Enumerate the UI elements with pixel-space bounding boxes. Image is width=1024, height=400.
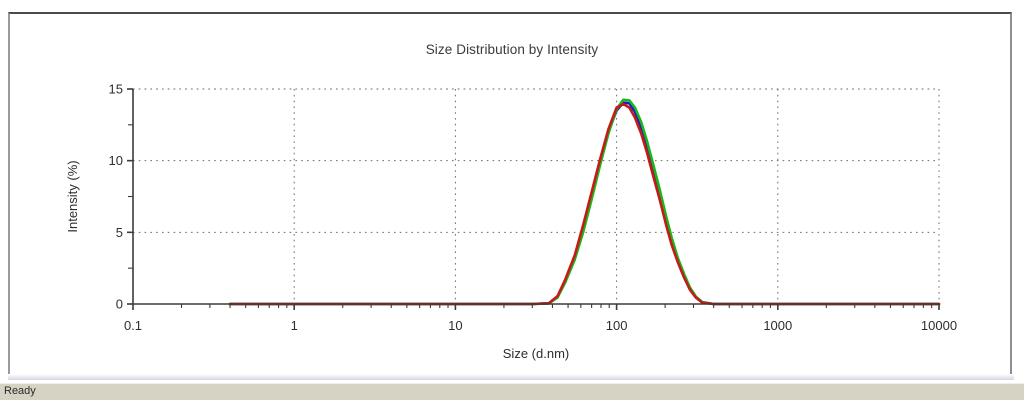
x-tick-label: 1000 [763, 318, 792, 333]
y-tick-label: 5 [116, 225, 123, 240]
status-text: Ready [4, 385, 36, 397]
axis-labels: 0 5 10 15 0.1 1 10 100 1000 10000 Size (d.nm) Inten… [65, 82, 957, 362]
panel-shadow [8, 374, 1014, 380]
y-tick-label: 0 [116, 297, 123, 312]
y-axis-title: Intensity (%) [65, 160, 80, 232]
x-tick-label: 10000 [921, 318, 957, 333]
size-distribution-chart: 0 5 10 15 0.1 1 10 100 1000 10000 Size (d.nm) Inten… [65, 82, 957, 362]
x-tick-label: 10 [448, 318, 462, 333]
chart-title: Size Distribution by Intensity [425, 42, 599, 57]
gridlines [133, 88, 940, 304]
x-tick-label: 100 [606, 318, 628, 333]
y-tick-label: 10 [109, 153, 123, 168]
series-curve [228, 98, 941, 306]
y-tick-label: 15 [109, 82, 123, 97]
status-bar: Ready [0, 383, 1024, 400]
chart-panel: Size Distribution by Intensity 0 5 10 15 0.1… [8, 12, 1012, 376]
series-curve [228, 102, 941, 306]
series-curve [228, 101, 941, 306]
x-tick-label: 0.1 [124, 318, 142, 333]
series-layer [228, 98, 941, 306]
x-tick-label: 1 [291, 318, 298, 333]
x-axis-title: Size (d.nm) [503, 346, 569, 361]
axes [127, 88, 940, 310]
